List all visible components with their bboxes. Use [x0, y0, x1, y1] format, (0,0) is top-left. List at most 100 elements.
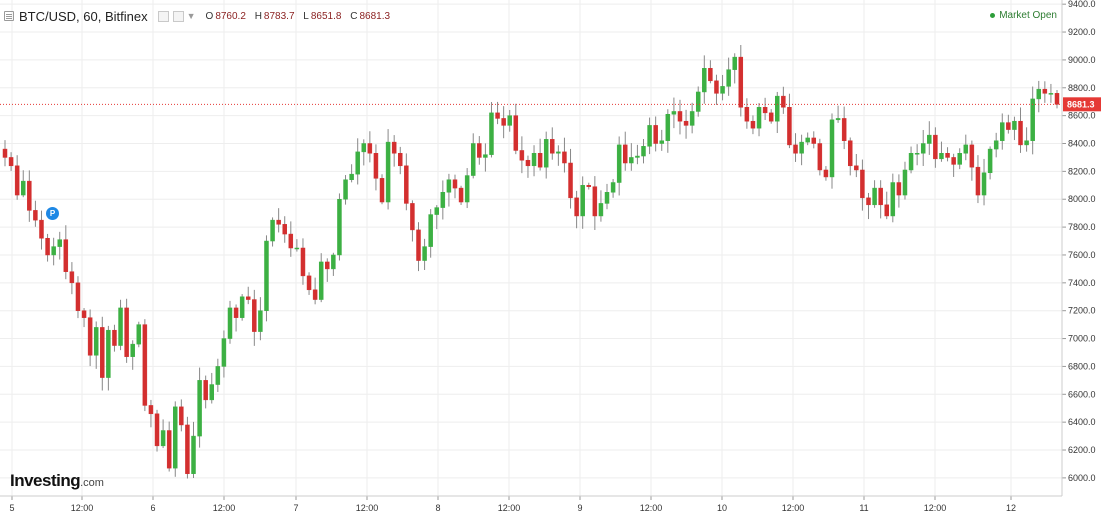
y-tick-label: 7400.0 [1068, 278, 1096, 288]
candle-body [951, 157, 956, 165]
event-marker-badge[interactable]: P [46, 207, 59, 220]
candle-body [20, 180, 26, 196]
candle-body [556, 151, 561, 154]
x-tick-label: 11 [859, 503, 868, 513]
candle-body [957, 153, 962, 165]
candle-body [203, 380, 208, 401]
candle-body [148, 405, 154, 415]
candle-body [440, 192, 446, 208]
candle-body [1042, 88, 1048, 94]
candle-body [981, 172, 987, 196]
candle-body [8, 157, 14, 167]
y-tick-label: 9200.0 [1068, 27, 1096, 37]
candle-body [470, 143, 476, 176]
y-tick-label: 6600.0 [1068, 389, 1096, 399]
investing-logo[interactable]: Investing.com [10, 471, 104, 491]
candle-body [69, 271, 75, 284]
candle-body [811, 137, 817, 144]
candle-body [367, 143, 373, 154]
candle-body [963, 144, 969, 154]
candle-body [635, 155, 640, 158]
candle-body [653, 125, 658, 144]
candle-body [714, 80, 719, 94]
candle-body [592, 186, 598, 217]
menu-icon[interactable] [4, 11, 14, 21]
high-value: 8783.7 [263, 10, 295, 22]
candle-body [829, 119, 835, 178]
candle-body [835, 118, 841, 121]
candle-body [75, 282, 81, 311]
candle-body [385, 141, 391, 203]
candle-body [191, 435, 196, 474]
candle-body [14, 165, 20, 196]
compare-icon[interactable] [172, 10, 184, 22]
candle-body [1048, 93, 1054, 95]
chevron-down-icon[interactable]: ▼ [186, 11, 196, 21]
candle-body [355, 151, 360, 175]
candle-body [799, 141, 804, 154]
y-tick-label: 6000.0 [1068, 473, 1096, 483]
y-tick-label: 7000.0 [1068, 334, 1096, 344]
candle-body [245, 296, 251, 300]
market-status-label: Market Open [999, 10, 1057, 21]
candle-body [464, 175, 470, 203]
candle-body [1054, 93, 1060, 105]
open-key: O [205, 10, 214, 22]
candle-body [616, 144, 622, 183]
candle-body [142, 324, 148, 406]
candle-body [452, 179, 458, 189]
y-tick-label: 6400.0 [1068, 417, 1096, 427]
candle-body [598, 203, 604, 217]
candle-body [185, 424, 190, 474]
candle-body [130, 343, 135, 357]
candle-body [51, 246, 56, 256]
candle-body [677, 111, 683, 122]
candle-body [805, 137, 810, 143]
candle-body [258, 310, 263, 332]
low-key: L [303, 10, 309, 22]
x-tick-label: 12:00 [213, 503, 236, 513]
brand-domain: .com [80, 477, 104, 489]
candle-body [349, 173, 354, 180]
candle-body [866, 197, 871, 206]
candle-body [683, 120, 689, 126]
x-tick-label: 12:00 [782, 503, 805, 513]
candle-body [854, 165, 859, 171]
candle-body [914, 153, 920, 155]
x-tick-label: 6 [150, 503, 155, 513]
candle-body [1006, 122, 1011, 130]
y-tick-label: 8200.0 [1068, 166, 1096, 176]
candle-body [288, 233, 294, 249]
candle-body [890, 182, 896, 217]
candle-body [458, 187, 464, 203]
close-value: 8681.3 [359, 10, 391, 22]
status-dot-icon [990, 13, 996, 18]
candle-body [975, 166, 981, 196]
candle-body [1000, 122, 1005, 141]
candle-body [537, 153, 543, 168]
candle-body [489, 112, 494, 155]
candle-body [160, 430, 166, 447]
candle-body [209, 384, 215, 401]
candle-body [823, 169, 829, 178]
market-status: Market Open [990, 10, 1057, 21]
high-key: H [254, 10, 262, 22]
candle-body [689, 111, 695, 126]
candle-body [933, 134, 938, 160]
candle-body [872, 187, 877, 206]
brand-name: Investing [10, 471, 81, 490]
candle-body [93, 327, 99, 356]
candle-body [969, 144, 975, 168]
candle-body [434, 207, 439, 215]
candle-body [580, 185, 585, 217]
symbol-title[interactable]: BTC/USD, 60, Bitfinex [19, 8, 148, 24]
x-tick-label: 5 [9, 503, 14, 513]
candle-body [106, 329, 111, 378]
low-value: 8651.8 [310, 10, 342, 22]
candle-body [318, 261, 324, 300]
candle-body [878, 187, 883, 206]
settings-icon[interactable] [157, 10, 169, 22]
candle-body [702, 68, 707, 93]
